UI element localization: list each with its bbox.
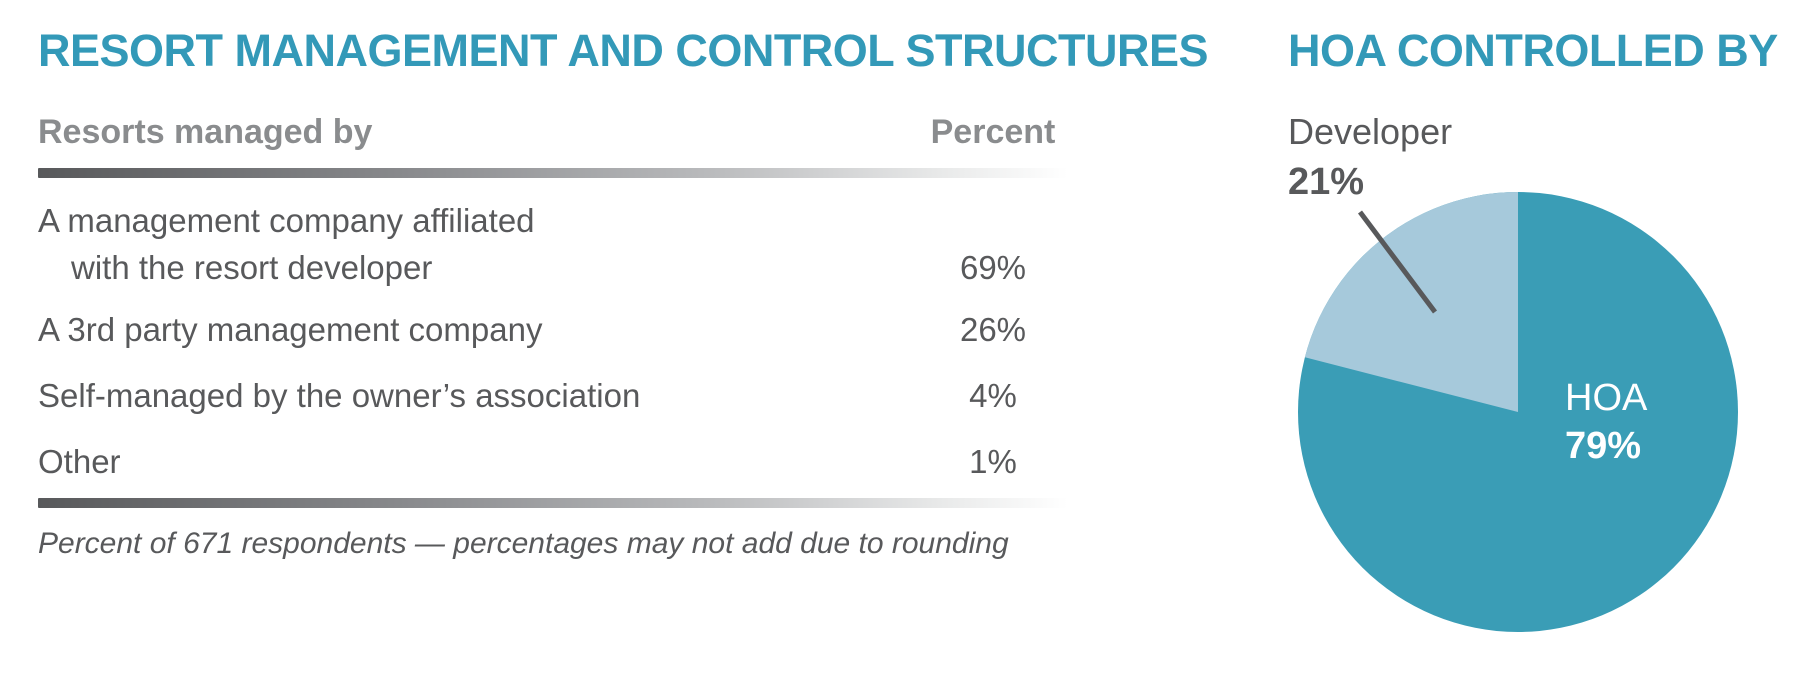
pie-inner-label-value: 79% (1565, 425, 1642, 467)
table-title: RESORT MANAGEMENT AND CONTROL STRUCTURES (38, 25, 1209, 76)
table-footnote: Percent of 671 respondents — percentages… (38, 527, 1009, 560)
table-row: Other 1% (38, 438, 1068, 485)
divider-gradient-top (38, 168, 1068, 178)
divider-gradient-bottom (38, 498, 1068, 508)
row-label-line: with the resort developer (71, 249, 433, 286)
row-value: 4% (969, 377, 1017, 414)
row-label: Other (38, 438, 918, 485)
row-label-line: A 3rd party management company (38, 311, 543, 348)
pie-chart-title: HOA CONTROLLED BY (1288, 25, 1778, 76)
row-value: 69% (959, 249, 1027, 286)
pie-inner-label-name: HOA (1565, 377, 1648, 419)
pie-callout-value-developer: 21% (1288, 161, 1365, 203)
table-row: Self-managed by the owner’s association … (38, 372, 1068, 419)
row-label-line: Self-managed by the owner’s association (38, 377, 641, 414)
row-value: 1% (969, 443, 1017, 480)
row-value: 26% (959, 311, 1027, 348)
row-label-line: Other (38, 443, 121, 480)
pie-chart (1298, 192, 1738, 632)
row-label: A management company affiliated with the… (38, 197, 918, 291)
pie-inner-label-hoa: HOA 79% (1565, 374, 1647, 470)
row-label: A 3rd party management company (38, 306, 918, 353)
table-row: A management company affiliated with the… (38, 197, 1068, 291)
callout-leader-line (1358, 210, 1437, 314)
pie-callout-label-developer: Developer (1288, 111, 1453, 152)
pie-slice-developer (1304, 192, 1518, 412)
column-header-percent: Percent (930, 113, 1056, 151)
column-header-resorts-managed-by: Resorts managed by (38, 113, 373, 151)
table-header-row: Resorts managed by Percent (38, 113, 1068, 152)
row-label-line: A management company affiliated (38, 202, 535, 239)
row-label: Self-managed by the owner’s association (38, 372, 918, 419)
table-row: A 3rd party management company 26% (38, 306, 1068, 353)
table-section: RESORT MANAGEMENT AND CONTROL STRUCTURES… (38, 25, 1209, 561)
